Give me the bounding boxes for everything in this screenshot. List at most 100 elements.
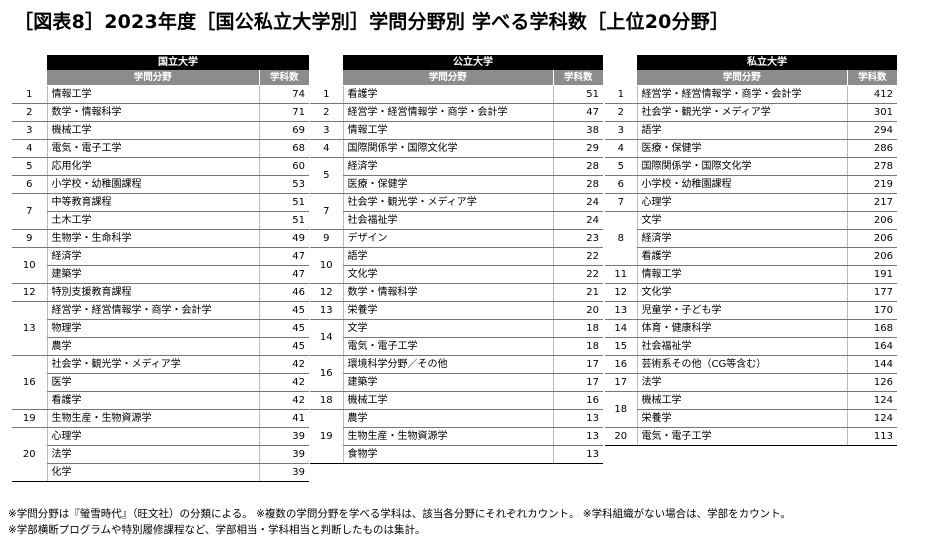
table-row: 食物学 13 xyxy=(310,445,603,464)
field-cell: 生物生産・生物資源学 xyxy=(342,427,553,446)
field-cell: 栄養学 xyxy=(636,409,847,428)
rank-cell: 11 xyxy=(605,265,637,284)
header-blank xyxy=(310,70,343,86)
count-cell: 177 xyxy=(846,283,897,302)
field-cell: 医学 xyxy=(46,373,259,392)
header-blank xyxy=(12,70,47,86)
table-row: 7 社会学・観光学・メディア学 24 xyxy=(310,193,603,230)
table-private: 私立大学 学問分野 学科数 1 経営学・経営情報学・商学・会計学 412 2 社会学・観光学・… xyxy=(605,55,897,446)
field-cell: 物理学 xyxy=(46,319,259,338)
rank-cell: 10 xyxy=(12,247,47,284)
field-cell: 情報工学 xyxy=(46,85,259,104)
table-row: 13 経営学・経営情報学・商学・会計学 45 xyxy=(12,301,309,356)
rank-cell: 12 xyxy=(605,283,637,302)
count-cell: 42 xyxy=(258,391,309,410)
field-cell: 社会学・観光学・メディア学 xyxy=(636,103,847,122)
table-row: 1 看護学 51 xyxy=(310,85,603,104)
field-cell: 電気・電子工学 xyxy=(636,427,847,446)
count-cell: 29 xyxy=(552,139,603,158)
count-cell: 124 xyxy=(846,391,897,410)
table-row: 12 数学・情報科学 21 xyxy=(310,283,603,302)
table-row: 建築学 47 xyxy=(12,265,309,284)
field-cell: 栄養学 xyxy=(342,301,553,320)
rank-cell: 18 xyxy=(310,391,343,410)
table-row: 20 心理学 39 xyxy=(12,427,309,482)
count-column-header: 学科数 xyxy=(552,70,603,86)
field-cell: 電気・電子工学 xyxy=(342,337,553,356)
field-cell: 国際関係学・国際文化学 xyxy=(636,157,847,176)
field-cell: 建築学 xyxy=(342,373,553,392)
count-cell: 18 xyxy=(552,319,603,338)
rank-cell: 4 xyxy=(12,139,47,158)
count-cell: 206 xyxy=(846,229,897,248)
rank-cell: 13 xyxy=(310,301,343,320)
count-cell: 69 xyxy=(258,121,309,140)
table-row: 1 経営学・経営情報学・商学・会計学 412 xyxy=(605,85,897,104)
footnote-line: ※学部横断プログラムや特別履修課程など、学部相当・学科相当と判断したものは集計。 xyxy=(8,524,426,536)
count-cell: 13 xyxy=(552,409,603,428)
count-cell: 42 xyxy=(258,373,309,392)
count-cell: 28 xyxy=(552,157,603,176)
count-cell: 68 xyxy=(258,139,309,158)
field-cell: 経営学・経営情報学・商学・会計学 xyxy=(46,301,259,320)
field-cell: 文化学 xyxy=(636,283,847,302)
footnote-line: ※学問分野は『螢雪時代』（旺文社）の分類による。 ※複数の学問分野を学べる学科は… xyxy=(8,508,791,520)
rank-cell: 9 xyxy=(12,229,47,248)
table-row: 10 経済学 47 xyxy=(12,247,309,284)
rank-cell: 6 xyxy=(605,175,637,194)
count-cell: 41 xyxy=(258,409,309,428)
table-row: 10 語学 22 xyxy=(310,247,603,284)
rank-cell: 2 xyxy=(310,103,343,122)
rank-cell: 16 xyxy=(310,355,343,392)
table-row: 8 文学 206 xyxy=(605,211,897,266)
table-row: 9 生物学・生命科学 49 xyxy=(12,229,309,248)
table-row: 土木工学 51 xyxy=(12,211,309,230)
field-cell: 経営学・経営情報学・商学・会計学 xyxy=(636,85,847,104)
table-row: 社会福祉学 24 xyxy=(310,211,603,230)
table-row: 13 栄養学 20 xyxy=(310,301,603,320)
count-cell: 24 xyxy=(552,193,603,212)
count-cell: 219 xyxy=(846,175,897,194)
field-cell: 法学 xyxy=(46,445,259,464)
table-row: 11 情報工学 191 xyxy=(605,265,897,284)
count-cell: 53 xyxy=(258,175,309,194)
field-cell: 社会学・観光学・メディア学 xyxy=(46,355,259,374)
table-row: 文化学 22 xyxy=(310,265,603,284)
header-blank xyxy=(605,70,637,86)
table-row: 看護学 42 xyxy=(12,391,309,410)
field-cell: 応用化学 xyxy=(46,157,259,176)
rank-cell: 8 xyxy=(605,211,637,266)
rank-cell: 13 xyxy=(605,301,637,320)
count-cell: 51 xyxy=(258,211,309,230)
field-cell: 数学・情報科学 xyxy=(342,283,553,302)
table-row: 3 情報工学 38 xyxy=(310,121,603,140)
count-cell: 20 xyxy=(552,301,603,320)
rank-cell: 14 xyxy=(310,319,343,356)
field-cell: 法学 xyxy=(636,373,847,392)
rank-cell: 1 xyxy=(605,85,637,104)
rank-cell: 13 xyxy=(12,301,47,356)
field-cell: 機械工学 xyxy=(636,391,847,410)
table-row: 栄養学 124 xyxy=(605,409,897,428)
count-cell: 164 xyxy=(846,337,897,356)
count-cell: 206 xyxy=(846,211,897,230)
count-cell: 45 xyxy=(258,301,309,320)
field-cell: 農学 xyxy=(46,337,259,356)
header-blank xyxy=(310,55,343,70)
field-cell: 中等教育課程 xyxy=(46,193,259,212)
field-cell: 土木工学 xyxy=(46,211,259,230)
count-cell: 412 xyxy=(846,85,897,104)
table-row: 農学 45 xyxy=(12,337,309,356)
count-cell: 21 xyxy=(552,283,603,302)
table-row: 5 応用化学 60 xyxy=(12,157,309,176)
field-column-header: 学問分野 xyxy=(637,70,847,86)
rank-cell: 20 xyxy=(605,427,637,446)
table-row: 18 機械工学 124 xyxy=(605,391,897,428)
table-row: 医学 42 xyxy=(12,373,309,392)
table-row: 電気・電子工学 18 xyxy=(310,337,603,356)
count-cell: 47 xyxy=(552,103,603,122)
rank-cell: 15 xyxy=(605,337,637,356)
rank-cell: 6 xyxy=(12,175,47,194)
count-cell: 47 xyxy=(258,247,309,266)
rank-cell: 12 xyxy=(310,283,343,302)
